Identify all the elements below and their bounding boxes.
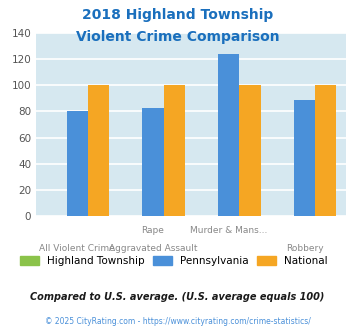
Bar: [239, 85, 261, 216]
Bar: [218, 54, 239, 216]
Legend: Highland Township, Pennsylvania, National: Highland Township, Pennsylvania, Nationa…: [16, 252, 332, 270]
Bar: [142, 108, 164, 216]
Bar: [294, 100, 315, 216]
Text: Rape: Rape: [142, 226, 164, 235]
Bar: [315, 85, 336, 216]
Text: Robbery: Robbery: [286, 244, 323, 253]
Text: Violent Crime Comparison: Violent Crime Comparison: [76, 30, 279, 44]
Bar: [67, 112, 88, 216]
Bar: [88, 85, 109, 216]
Text: © 2025 CityRating.com - https://www.cityrating.com/crime-statistics/: © 2025 CityRating.com - https://www.city…: [45, 317, 310, 326]
Text: All Violent Crime: All Violent Crime: [39, 244, 115, 253]
Text: 2018 Highland Township: 2018 Highland Township: [82, 8, 273, 22]
Text: Murder & Mans...: Murder & Mans...: [190, 226, 267, 235]
Text: Compared to U.S. average. (U.S. average equals 100): Compared to U.S. average. (U.S. average …: [30, 292, 325, 302]
Text: Aggravated Assault: Aggravated Assault: [109, 244, 197, 253]
Bar: [164, 85, 185, 216]
